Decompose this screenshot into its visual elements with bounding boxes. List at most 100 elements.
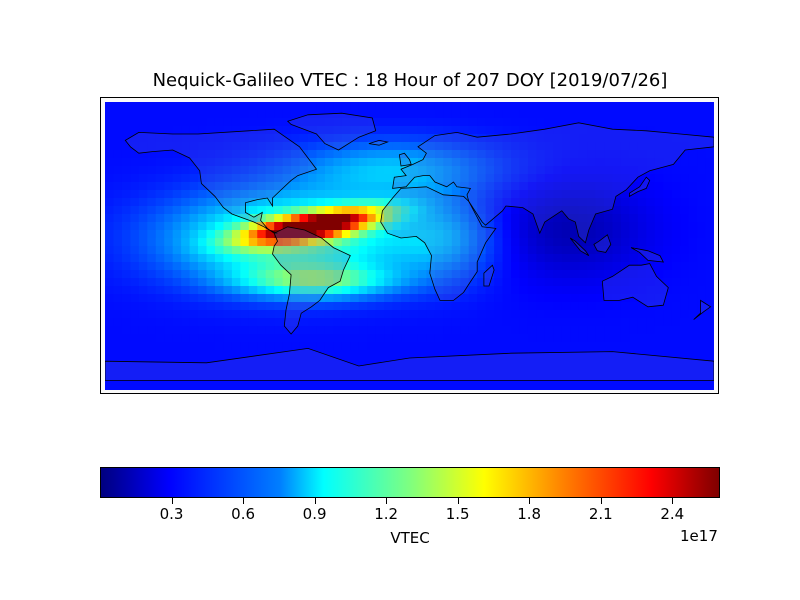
heatmap-cell xyxy=(587,190,597,199)
heatmap-cell xyxy=(629,238,639,247)
heatmap-cell xyxy=(587,366,597,375)
heatmap-cell xyxy=(697,254,707,263)
heatmap-cell xyxy=(443,286,453,295)
heatmap-cell xyxy=(561,206,571,215)
heatmap-cell xyxy=(654,222,664,231)
heatmap-cell xyxy=(426,166,436,175)
heatmap-cell xyxy=(612,142,622,151)
heatmap-cell xyxy=(113,334,123,343)
heatmap-cell xyxy=(485,110,495,119)
heatmap-cell xyxy=(409,118,419,127)
heatmap-cell xyxy=(138,190,148,199)
heatmap-cell xyxy=(384,238,394,247)
heatmap-cell xyxy=(367,126,377,135)
heatmap-cell xyxy=(214,270,225,279)
heatmap-cell xyxy=(570,310,580,319)
heatmap-cell xyxy=(155,190,165,199)
heatmap-cell xyxy=(240,262,250,271)
heatmap-cell xyxy=(181,382,191,390)
heatmap-cell xyxy=(426,262,436,271)
heatmap-cell xyxy=(265,286,275,295)
heatmap-cell xyxy=(460,246,470,255)
heatmap-cell xyxy=(697,334,707,343)
heatmap-cell xyxy=(164,198,174,207)
heatmap-cell xyxy=(663,342,673,351)
heatmap-cell xyxy=(663,374,673,383)
heatmap-cell xyxy=(189,318,199,327)
heatmap-cell xyxy=(595,374,605,383)
heatmap-cell xyxy=(570,182,580,191)
heatmap-cell xyxy=(434,102,444,111)
heatmap-cell xyxy=(654,142,664,151)
heatmap-cell xyxy=(105,302,115,311)
heatmap-cell xyxy=(147,342,157,351)
heatmap-cell xyxy=(511,126,521,135)
heatmap-cell xyxy=(189,206,199,215)
heatmap-cell xyxy=(587,166,597,175)
heatmap-cell xyxy=(671,334,681,343)
heatmap-cell xyxy=(341,318,351,327)
heatmap-cell xyxy=(367,334,377,343)
heatmap-cell xyxy=(519,310,529,319)
heatmap-cell xyxy=(105,246,115,255)
heatmap-cell xyxy=(401,326,411,335)
heatmap-cell xyxy=(536,318,546,327)
heatmap-cell xyxy=(519,246,529,255)
heatmap-cell xyxy=(578,246,588,255)
heatmap-cell xyxy=(265,366,275,375)
heatmap-cell xyxy=(561,246,571,255)
heatmap-cell xyxy=(417,318,428,327)
heatmap-cell xyxy=(544,166,554,175)
heatmap-cell xyxy=(401,126,411,135)
heatmap-cell xyxy=(451,278,461,287)
heatmap-cell xyxy=(164,254,174,263)
heatmap-cell xyxy=(511,166,521,175)
heatmap-cell xyxy=(231,294,241,303)
heatmap-cell xyxy=(604,382,614,390)
heatmap-cell xyxy=(350,182,360,191)
heatmap-cell xyxy=(308,318,318,327)
heatmap-cell xyxy=(646,174,656,183)
heatmap-cell xyxy=(663,358,673,367)
heatmap-cell xyxy=(561,318,571,327)
heatmap-cell xyxy=(561,278,571,287)
heatmap-cell xyxy=(409,350,419,359)
heatmap-cell xyxy=(654,118,664,127)
heatmap-cell xyxy=(223,366,233,375)
heatmap-cell xyxy=(671,286,681,295)
heatmap-cell xyxy=(121,382,131,390)
heatmap-cell xyxy=(121,254,131,263)
heatmap-cell xyxy=(494,206,504,215)
heatmap-cell xyxy=(409,158,419,167)
heatmap-cell xyxy=(502,214,512,223)
heatmap-cell xyxy=(248,286,258,295)
heatmap-cell xyxy=(434,126,444,135)
heatmap-cell xyxy=(680,286,690,295)
heatmap-cell xyxy=(358,102,368,111)
heatmap-cell xyxy=(265,230,275,239)
heatmap-cell xyxy=(451,158,461,167)
heatmap-cell xyxy=(527,222,537,231)
heatmap-cell xyxy=(121,102,131,111)
heatmap-cell xyxy=(198,198,208,207)
heatmap-cell xyxy=(333,190,343,199)
heatmap-cell xyxy=(409,334,419,343)
heatmap-cell xyxy=(231,262,241,271)
heatmap-cell xyxy=(316,318,326,327)
heatmap-cell xyxy=(671,110,681,119)
heatmap-cell xyxy=(451,302,461,311)
heatmap-cell xyxy=(324,238,334,247)
heatmap-cell xyxy=(172,150,182,159)
heatmap-cell xyxy=(282,118,292,127)
heatmap-cell xyxy=(511,310,521,319)
heatmap-cell xyxy=(612,174,622,183)
heatmap-cell xyxy=(282,126,292,135)
heatmap-cell xyxy=(587,158,597,167)
heatmap-cell xyxy=(620,142,631,151)
heatmap-cell xyxy=(198,158,208,167)
heatmap-cell xyxy=(511,182,521,191)
heatmap-cell xyxy=(282,190,292,199)
heatmap-cell xyxy=(527,326,537,335)
heatmap-cell xyxy=(502,158,512,167)
heatmap-cell xyxy=(680,150,690,159)
